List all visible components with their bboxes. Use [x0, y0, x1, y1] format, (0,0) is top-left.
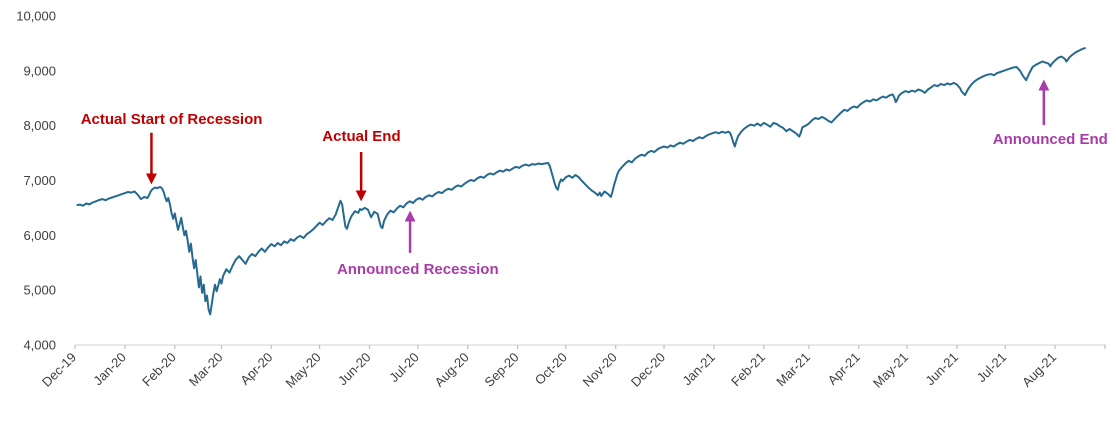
x-axis-tick-label: Jun-21	[922, 350, 961, 389]
x-axis-tick-label: Oct-20	[532, 350, 570, 388]
x-axis-tick-label: Apr-20	[237, 350, 275, 388]
x-axis-tick-label: Dec-20	[628, 350, 668, 390]
y-axis-tick-label: 9,000	[23, 63, 56, 78]
annotation-label-actual-end: Actual End	[322, 128, 400, 145]
y-axis-tick-label: 6,000	[23, 228, 56, 243]
x-axis-tick-label: Jan-21	[679, 350, 718, 389]
y-axis-tick-label: 10,000	[16, 9, 56, 24]
x-axis-tick-label: Aug-20	[432, 350, 472, 390]
x-axis-tick-label: Sep-20	[481, 350, 521, 390]
x-axis-tick-label: Apr-21	[825, 350, 863, 388]
series-line-index-level	[76, 46, 1087, 316]
y-axis-tick-label: 7,000	[23, 173, 56, 188]
x-axis-tick-label: Nov-20	[580, 350, 620, 390]
x-axis-tick-label: Mar-21	[773, 350, 813, 390]
annotation-label-actual-start: Actual Start of Recession	[81, 111, 263, 128]
x-axis-tick-label: Jun-20	[335, 350, 374, 389]
x-axis-tick-label: Jul-20	[386, 350, 422, 386]
annotation-label-announced-end: Announced End	[993, 131, 1108, 148]
y-axis-tick-label: 4,000	[23, 338, 56, 353]
x-axis-tick-label: Feb-20	[139, 350, 179, 390]
x-axis-tick-label: Jul-21	[974, 350, 1010, 386]
x-axis-tick-label: Jan-20	[90, 350, 129, 389]
y-axis-tick-label: 8,000	[23, 118, 56, 133]
x-axis-tick-label: May-20	[282, 350, 323, 391]
y-axis-tick-label: 5,000	[23, 283, 56, 298]
x-axis-tick-label: Dec-19	[39, 350, 79, 390]
x-axis-tick-label: May-21	[870, 350, 911, 391]
x-axis-tick-label: Feb-21	[728, 350, 768, 390]
annotation-label-announced-recession: Announced Recession	[337, 261, 499, 278]
x-axis-tick-label: Aug-21	[1019, 350, 1059, 390]
x-axis-tick-label: Mar-20	[186, 350, 226, 390]
